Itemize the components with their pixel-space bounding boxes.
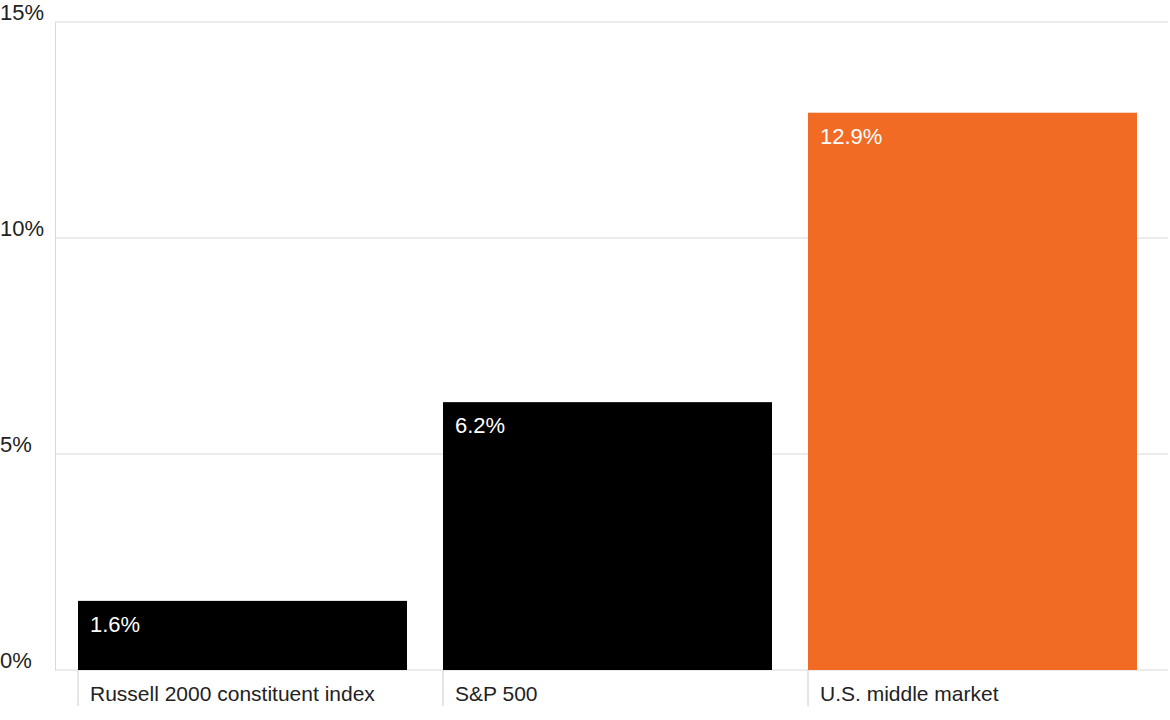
x-tick-mark xyxy=(443,670,444,706)
y-tick: 15% xyxy=(0,0,55,25)
bar xyxy=(78,601,407,670)
y-tick-label: 10% xyxy=(0,216,44,241)
data-label: 1.6% xyxy=(90,612,140,637)
y-tick-label: 5% xyxy=(0,432,32,457)
y-tick: 0% xyxy=(0,648,55,673)
data-label: 6.2% xyxy=(455,413,505,438)
x-tick: S&P 500 xyxy=(443,670,538,706)
x-axis: Russell 2000 constituent index S&P 500 U.S… xyxy=(78,670,999,706)
x-tick-mark xyxy=(78,670,79,706)
x-tick: U.S. middle market xyxy=(808,670,999,706)
y-tick-label: 15% xyxy=(0,0,44,25)
bar xyxy=(443,402,772,670)
bars xyxy=(78,113,1137,670)
y-tick-label: 0% xyxy=(0,648,32,673)
x-tick-label: U.S. middle market xyxy=(820,682,999,705)
x-tick-label: Russell 2000 constituent index xyxy=(90,682,375,705)
x-tick-label: S&P 500 xyxy=(455,682,538,705)
y-tick: 5% xyxy=(0,432,55,457)
bar xyxy=(808,113,1137,670)
grid xyxy=(55,22,1168,670)
data-labels: 1.6% 6.2% 12.9% xyxy=(90,124,882,637)
x-tick: Russell 2000 constituent index xyxy=(78,670,375,706)
grid-line xyxy=(55,22,1168,23)
data-label: 12.9% xyxy=(820,124,882,149)
x-tick-mark xyxy=(808,670,809,706)
y-tick: 10% xyxy=(0,216,55,241)
y-axis: 0% 5% 10% 15% xyxy=(0,0,56,673)
chart: 0% 5% 10% 15% Russell 2000 constituent index… xyxy=(0,0,1170,720)
y-axis-line xyxy=(55,23,56,671)
